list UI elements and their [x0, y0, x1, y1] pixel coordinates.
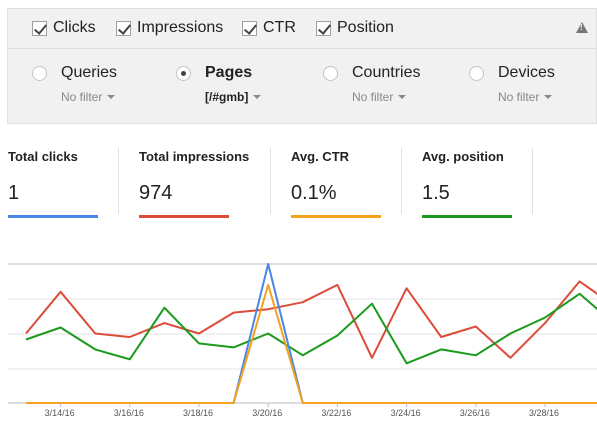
card-value: 1	[8, 182, 20, 204]
radio-selected-icon[interactable]	[176, 65, 191, 81]
x-tick-label: 3/18/16	[183, 408, 213, 418]
caret-down-icon	[544, 95, 553, 99]
ctr-line	[26, 283, 597, 404]
dimension-countries[interactable]: Countries No filter	[323, 64, 420, 104]
checkbox-icon[interactable]	[32, 20, 47, 36]
dimension-label: Devices	[498, 64, 555, 81]
card-title: Avg. CTR	[291, 149, 350, 164]
x-tick-label: 3/16/16	[114, 408, 144, 418]
filter-dropdown[interactable]: No filter	[61, 90, 117, 104]
card-value: 0.1%	[291, 182, 337, 204]
position-toggle[interactable]: Position	[316, 19, 394, 37]
dimension-label: Countries	[352, 64, 421, 81]
position-line	[25, 292, 597, 365]
impressions-line	[25, 280, 597, 359]
x-tick-label: 3/26/16	[460, 408, 490, 418]
divider	[270, 148, 271, 214]
checkbox-icon[interactable]	[242, 20, 257, 36]
position-toggle-label: Position	[337, 19, 394, 36]
summary-cards: Total clicks 1 Total impressions 974 Avg…	[0, 137, 597, 227]
radio-icon[interactable]	[469, 65, 484, 81]
series-color-bar	[139, 215, 229, 218]
radio-icon[interactable]	[32, 65, 47, 81]
series-color-bar	[8, 215, 98, 218]
checkbox-icon[interactable]	[116, 20, 131, 36]
filter-dropdown[interactable]: No filter	[498, 90, 555, 104]
ctr-toggle[interactable]: CTR	[242, 19, 296, 37]
checkbox-icon[interactable]	[316, 20, 331, 36]
filter-value: [/#gmb]	[205, 90, 249, 104]
series-color-bar	[291, 215, 381, 218]
dimension-pages[interactable]: Pages [/#gmb]	[176, 64, 262, 104]
dimension-label: Pages	[205, 64, 253, 81]
divider	[532, 148, 533, 214]
dimension-selector: Queries No filter Pages [/#gmb] Countrie…	[8, 50, 596, 124]
divider	[118, 148, 119, 214]
metric-toggles: Clicks Impressions CTR Position	[8, 9, 596, 49]
chart-svg: 3/14/16 3/16/16 3/18/16 3/20/16 3/22/16 3/24/…	[8, 263, 597, 418]
x-tick-label: 3/14/16	[45, 408, 75, 418]
card-title: Total impressions	[139, 149, 250, 164]
card-title: Avg. position	[422, 149, 504, 164]
clicks-toggle[interactable]: Clicks	[32, 19, 96, 37]
dimension-queries[interactable]: Queries No filter	[32, 64, 117, 104]
caret-down-icon	[253, 95, 262, 99]
radio-icon[interactable]	[323, 65, 338, 81]
divider	[401, 148, 402, 214]
series-color-bar	[422, 215, 512, 218]
filter-value: No filter	[498, 90, 540, 104]
ctr-toggle-label: CTR	[263, 19, 296, 36]
x-tick-label: 3/22/16	[321, 408, 351, 418]
x-tick-label: 3/24/16	[391, 408, 421, 418]
toolbar: Clicks Impressions CTR Position Queries …	[7, 8, 597, 124]
impressions-toggle[interactable]: Impressions	[116, 19, 223, 37]
impressions-toggle-label: Impressions	[137, 19, 224, 36]
filter-value: No filter	[352, 90, 394, 104]
warning-triangle-icon[interactable]	[576, 22, 588, 33]
performance-chart: 3/14/16 3/16/16 3/18/16 3/20/16 3/22/16 3/24/…	[0, 250, 597, 428]
filter-value: No filter	[61, 90, 103, 104]
card-title: Total clicks	[8, 149, 78, 164]
filter-dropdown[interactable]: No filter	[352, 90, 420, 104]
card-value: 974	[139, 182, 173, 204]
x-tick-label: 3/20/16	[252, 408, 282, 418]
x-tick-label: 3/28/16	[529, 408, 559, 418]
caret-down-icon	[107, 95, 116, 99]
filter-dropdown[interactable]: [/#gmb]	[205, 90, 262, 104]
dimension-devices[interactable]: Devices No filter	[469, 64, 555, 104]
dimension-label: Queries	[61, 64, 118, 81]
caret-down-icon	[398, 95, 407, 99]
card-value: 1.5	[422, 182, 450, 204]
clicks-toggle-label: Clicks	[53, 19, 96, 36]
